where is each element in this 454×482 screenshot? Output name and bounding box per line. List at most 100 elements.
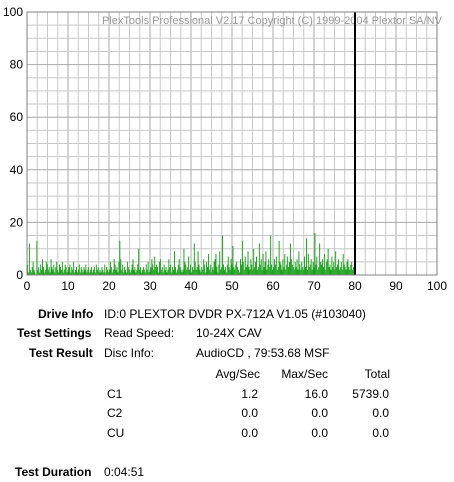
c1-data-bar xyxy=(173,269,175,275)
x-tick-label: 90 xyxy=(389,279,403,293)
c1-data-bar xyxy=(99,269,101,275)
c1-data-bar xyxy=(31,267,33,275)
c1-data-bar xyxy=(236,261,238,275)
c1-data-bar xyxy=(60,269,62,275)
c1-data-bar xyxy=(276,269,278,275)
c1-data-bar xyxy=(132,259,134,275)
c1-data-bar xyxy=(170,264,172,275)
c1-data-bar xyxy=(53,264,55,275)
c1-data-bar xyxy=(267,264,269,275)
c1-data-bar xyxy=(129,272,131,275)
c1-data-bar xyxy=(278,240,280,275)
c1-data-bar xyxy=(103,272,105,275)
c1-c2-error-chart: PlexTools Professional V2.17 Copyright (… xyxy=(3,5,447,293)
test-duration-value: 0:04:51 xyxy=(104,465,145,479)
c1-data-bar xyxy=(169,267,171,275)
c1-data-bar xyxy=(244,256,246,275)
c1-data-bar xyxy=(305,267,306,275)
c1-data-bar xyxy=(299,264,301,275)
c1-data-bar xyxy=(175,272,177,275)
c1-data-bar xyxy=(337,264,339,275)
c1-data-bar xyxy=(238,269,240,275)
c1-data-bar xyxy=(208,269,210,275)
c1-data-bar xyxy=(94,272,96,275)
c1-data-bar xyxy=(78,264,80,275)
c1-data-bar xyxy=(265,251,267,275)
c1-data-bar xyxy=(320,261,322,275)
c1-data-bar xyxy=(287,256,289,275)
c1-data-bar xyxy=(70,272,72,275)
c1-data-bar xyxy=(117,272,119,275)
c1-data-bar xyxy=(321,264,323,275)
chart-title: PlexTools Professional V2.17 Copyright (… xyxy=(102,15,443,27)
c1-data-bar xyxy=(314,232,316,275)
c1-data-bar xyxy=(87,269,89,275)
c1-data-bar xyxy=(223,264,224,275)
row-cu-total: 0.0 xyxy=(372,426,389,440)
c1-data-bar xyxy=(345,269,347,275)
c1-data-bar xyxy=(351,261,353,275)
c1-data-bar xyxy=(213,261,215,275)
c1-data-bar xyxy=(232,246,234,275)
c1-data-bar xyxy=(322,267,324,275)
c1-data-bar xyxy=(277,267,279,275)
c1-data-bar xyxy=(283,267,285,275)
c1-data-bar xyxy=(144,272,146,275)
c1-data-bar xyxy=(325,261,327,275)
c1-data-bar xyxy=(33,269,35,275)
c1-data-bar xyxy=(256,256,257,275)
c1-data-bar xyxy=(215,253,217,275)
c1-data-bar xyxy=(92,272,93,275)
c1-data-bar xyxy=(124,267,126,275)
c1-data-bar xyxy=(178,259,180,275)
c1-data-bar xyxy=(116,267,118,275)
c1-data-bar xyxy=(71,267,73,275)
x-tick-label: 50 xyxy=(225,279,239,293)
c1-data-bar xyxy=(109,261,111,275)
c1-data-bar xyxy=(51,267,53,275)
c1-data-bar xyxy=(95,264,97,275)
c1-data-bar xyxy=(240,264,242,275)
c1-data-bar xyxy=(149,269,151,275)
c1-data-bar xyxy=(47,269,49,275)
c1-data-bar xyxy=(125,269,126,275)
row-c2-name: C2 xyxy=(107,406,123,420)
c1-data-bar xyxy=(328,267,330,275)
c1-data-bar xyxy=(338,269,340,275)
c1-data-bar xyxy=(347,259,349,275)
c1-data-bar xyxy=(315,264,317,275)
c1-data-bar xyxy=(306,269,308,275)
c1-data-bar xyxy=(336,267,338,275)
c1-data-bar xyxy=(155,267,157,275)
c1-data-bar xyxy=(118,261,120,275)
c1-data-bar xyxy=(92,269,94,275)
c1-data-bar xyxy=(348,267,350,275)
c1-data-bar xyxy=(252,269,254,275)
test-duration-label: Test Duration xyxy=(15,465,92,479)
c1-data-bar xyxy=(86,272,88,275)
c1-data-bar xyxy=(330,269,332,275)
c1-data-bar xyxy=(91,267,93,275)
c1-data-bar xyxy=(272,269,273,275)
c1-data-bar xyxy=(146,269,148,275)
c1-data-bar xyxy=(255,261,257,275)
c1-data-bar xyxy=(310,259,312,275)
c1-data-bar xyxy=(100,272,102,275)
c1-data-bar xyxy=(101,267,103,275)
c1-data-bar xyxy=(217,272,219,275)
c1-data-bar xyxy=(209,264,211,275)
x-tick-label: 80 xyxy=(348,279,362,293)
c1-data-bar xyxy=(63,269,65,275)
c1-data-bar xyxy=(142,267,144,275)
c1-data-bar xyxy=(147,261,149,275)
c1-data-bar xyxy=(292,267,294,275)
c1-data-bar xyxy=(122,264,124,275)
c1-data-bar xyxy=(153,269,155,275)
c1-data-bar xyxy=(89,272,91,275)
c1-data-bar xyxy=(113,259,115,275)
c1-data-bar xyxy=(84,269,86,275)
c1-data-bar xyxy=(29,269,31,275)
c1-data-bar xyxy=(298,251,300,275)
row-c1-avg: 1.2 xyxy=(241,387,258,401)
y-tick-label: 20 xyxy=(10,215,24,229)
